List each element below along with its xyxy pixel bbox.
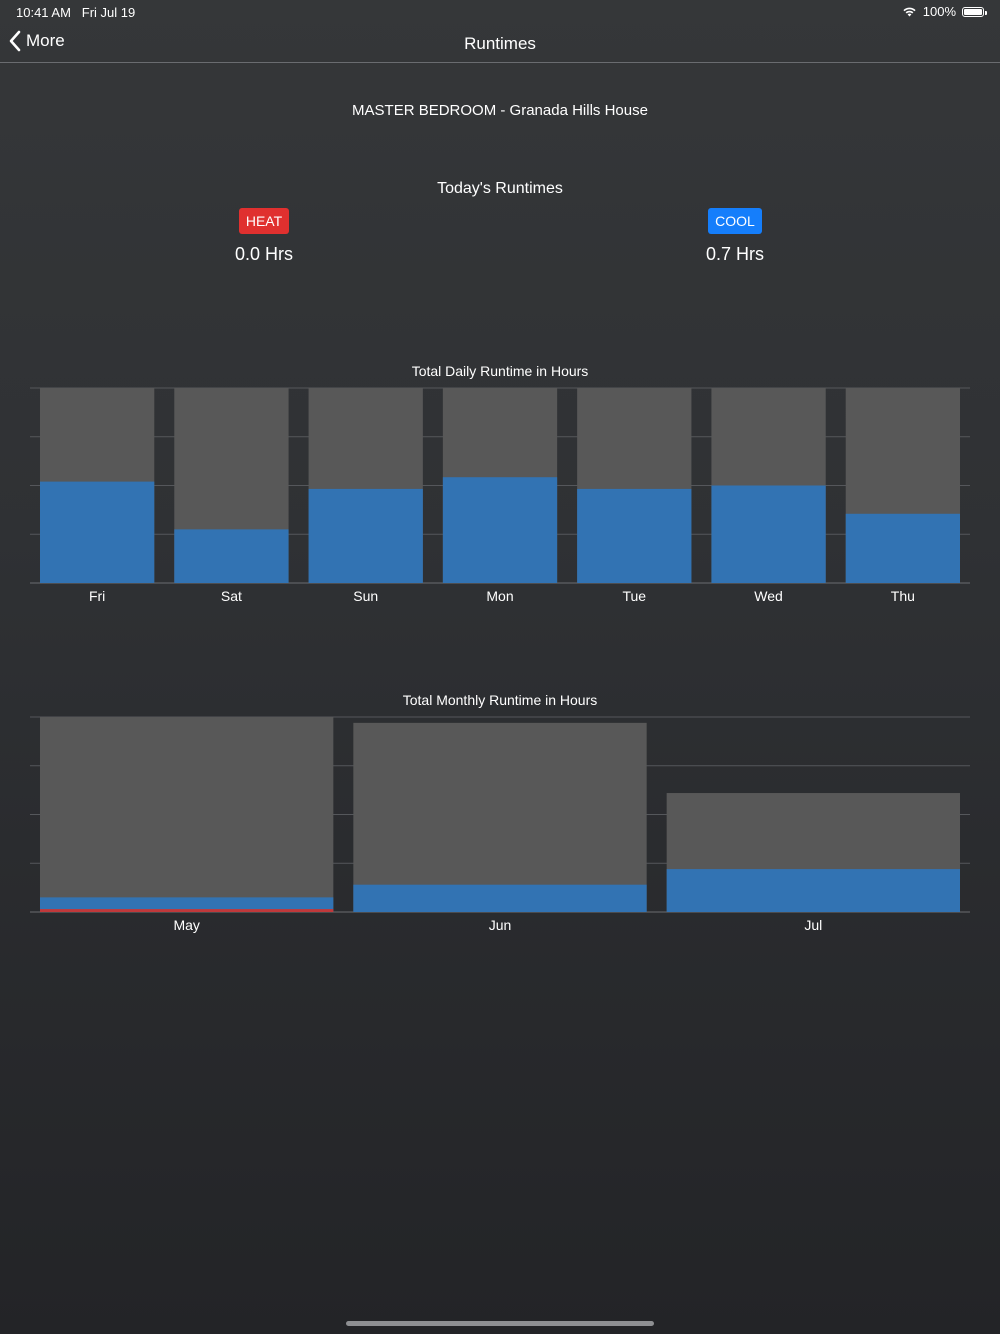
back-button[interactable]: More (8, 30, 65, 52)
x-tick-label: Sun (353, 588, 378, 604)
bar-group-thu (845, 388, 960, 583)
daily-runtime-chart: Fri Sat Sun Mon Tue Wed Thu (30, 387, 970, 604)
status-bar: 10:41 AM Fri Jul 19 100% (0, 0, 1000, 24)
cool-value: 0.7 Hrs (705, 244, 765, 264)
x-tick-label: Mon (486, 588, 513, 604)
bar-group-mon (442, 388, 558, 583)
status-time: 10:41 AM Fri Jul 19 (16, 5, 135, 20)
total-bar (353, 722, 647, 912)
bar-group-sat (174, 388, 289, 583)
monthly-runtime-chart: May Jun Jul (30, 716, 970, 933)
todays-runtimes-title: Today's Runtimes (437, 180, 563, 197)
chevron-left-icon (9, 30, 21, 52)
x-tick-label: Tue (622, 588, 646, 604)
battery-icon (962, 6, 987, 17)
bar-group-may (40, 717, 334, 912)
daily-chart-title: Total Daily Runtime in Hours (411, 363, 589, 379)
x-tick-label: Thu (891, 588, 915, 604)
home-indicator (346, 1321, 654, 1326)
battery-percent: 100% (922, 4, 956, 19)
monthly-chart-title: Total Monthly Runtime in Hours (402, 692, 598, 708)
bar-group-sun (308, 388, 423, 583)
heat-runtime: HEAT 0.0 Hrs (164, 208, 364, 265)
heat-bar (40, 909, 334, 912)
cool-bar (711, 485, 826, 583)
cool-bar (442, 477, 558, 583)
bar-group-fri (40, 388, 155, 583)
bar-group-wed (711, 388, 826, 583)
back-label: More (26, 31, 65, 50)
cool-bar (40, 481, 155, 583)
heat-value: 0.0 Hrs (234, 244, 294, 264)
heat-badge: HEAT (238, 208, 290, 234)
cool-bar (353, 884, 647, 912)
cool-badge: COOL (708, 208, 762, 234)
status-time-text: 10:41 AM (16, 5, 71, 20)
status-date: Fri Jul 19 (81, 5, 136, 20)
x-tick-label: Jul (804, 917, 822, 933)
status-right: 100% (902, 4, 987, 19)
page-title: Runtimes (464, 34, 536, 53)
bar-group-tue (577, 388, 692, 583)
cool-bar (666, 869, 960, 912)
cool-bar (845, 513, 960, 583)
cool-bar (40, 897, 334, 912)
x-tick-label: May (173, 917, 199, 933)
x-tick-label: Jun (489, 917, 512, 933)
total-bar (40, 717, 334, 912)
cool-bar (577, 488, 692, 583)
x-tick-label: Sat (221, 588, 242, 604)
x-tick-label: Wed (754, 588, 783, 604)
navigation-bar: More Runtimes (0, 24, 1000, 63)
wifi-icon (903, 7, 916, 17)
cool-bar (174, 529, 289, 583)
cool-bar (308, 488, 423, 583)
cool-runtime: COOL 0.7 Hrs (635, 208, 835, 265)
x-tick-label: Fri (89, 588, 105, 604)
bar-group-jun (353, 722, 647, 912)
location-title: MASTER BEDROOM - Granada Hills House (352, 102, 648, 119)
bar-group-jul (666, 793, 960, 912)
